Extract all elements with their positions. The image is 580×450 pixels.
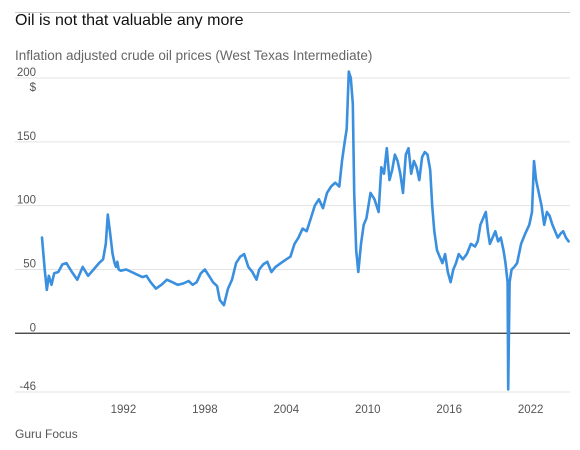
source-credit: Guru Focus [15, 427, 78, 441]
y-tick-label: 150 [17, 131, 36, 143]
y-tick-label: 100 [17, 195, 36, 207]
series-layer [40, 70, 570, 391]
y-axis-unit-label: $ [30, 82, 37, 94]
x-tick-label: 1998 [192, 404, 218, 416]
series-line [40, 70, 570, 391]
top-rule [15, 12, 570, 13]
y-axis-ticks: 200 150 100 50 0 -46 $ [17, 67, 37, 393]
gridlines [15, 77, 570, 393]
x-tick-label: 2010 [355, 404, 381, 416]
x-axis-ticks: 1992 1998 2004 2010 2016 2022 [111, 404, 544, 416]
x-tick-label: 2004 [274, 404, 300, 416]
y-tick-label: 50 [23, 258, 36, 270]
chart-title: Oil is not that valuable any more [15, 12, 244, 29]
y-tick-label: 0 [30, 322, 36, 334]
x-tick-label: 2022 [518, 404, 544, 416]
y-tick-label: -46 [19, 381, 36, 393]
y-tick-label: 200 [17, 67, 36, 79]
chart-subtitle: Inflation adjusted crude oil prices (Wes… [15, 48, 373, 63]
x-tick-label: 2016 [436, 404, 462, 416]
x-tick-label: 1992 [111, 404, 137, 416]
